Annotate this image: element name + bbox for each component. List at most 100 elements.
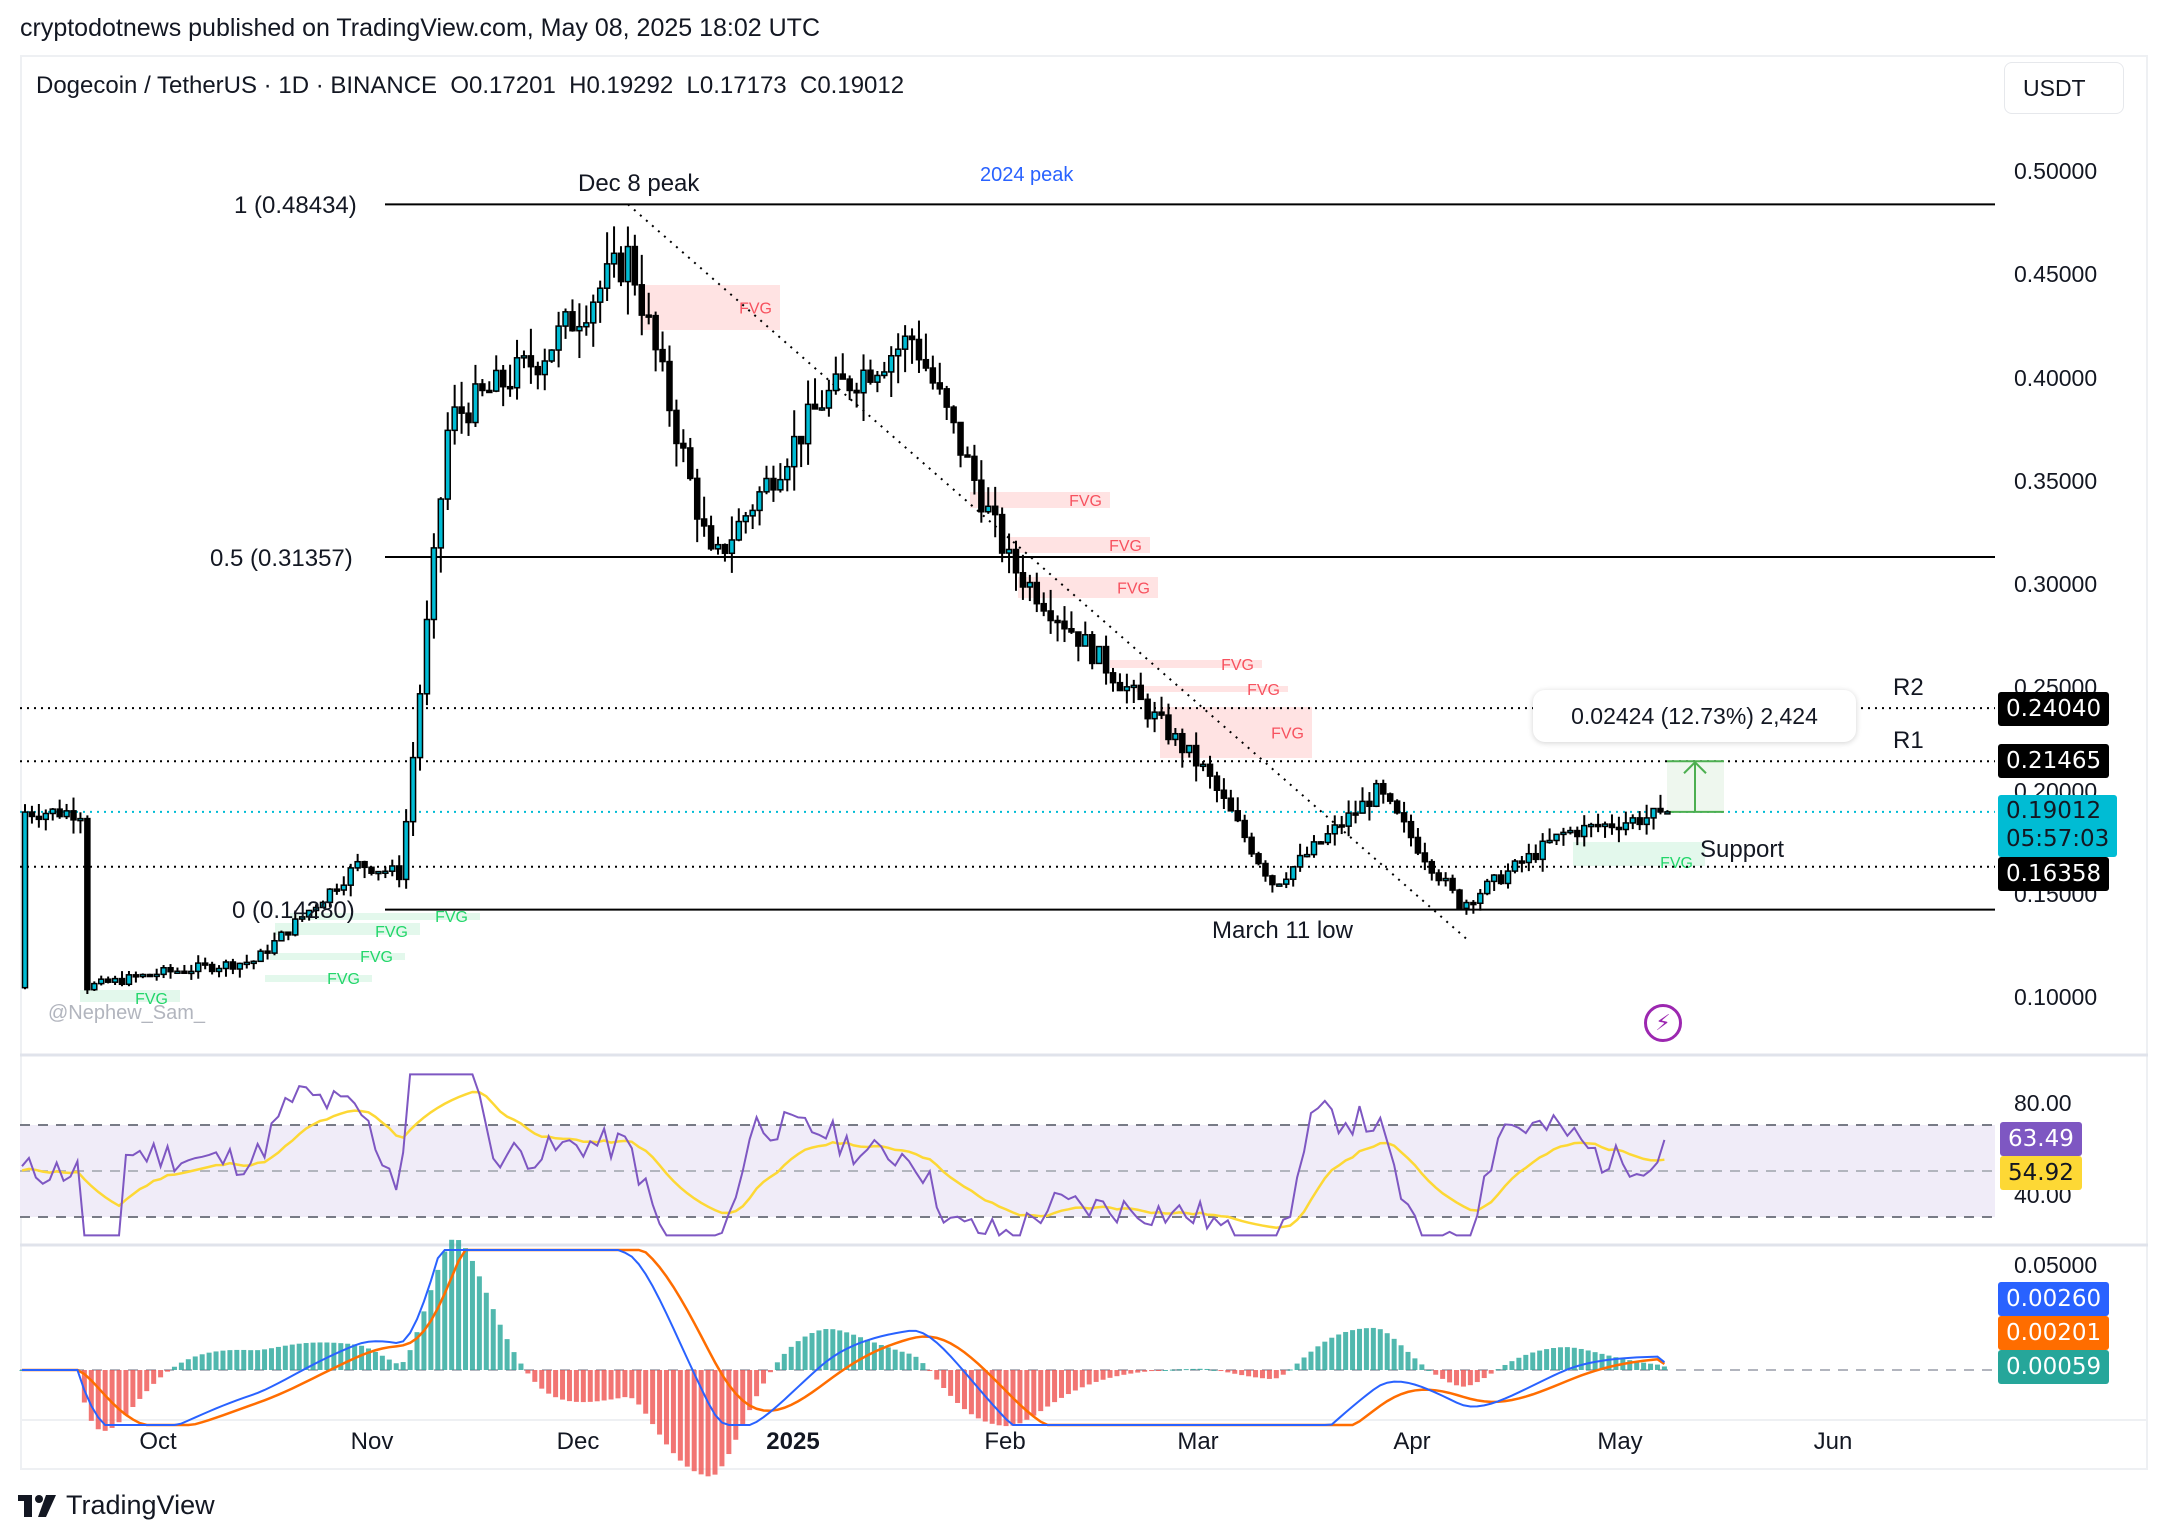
rsi-line xyxy=(21,1073,1666,1237)
candle-up xyxy=(1553,833,1560,842)
candle-down xyxy=(929,367,937,384)
macd-histogram-bar xyxy=(324,1342,330,1370)
macd-histogram-bar xyxy=(372,1351,378,1370)
candle-down xyxy=(853,389,860,394)
macd-histogram-bar xyxy=(379,1355,385,1370)
macd-histogram-bar xyxy=(282,1345,288,1370)
macd-histogram-bar xyxy=(1287,1369,1293,1371)
lightning-icon[interactable]: ⚡ xyxy=(1644,1004,1682,1042)
macd-histogram-bar xyxy=(1045,1370,1051,1407)
macd-histogram-bar xyxy=(504,1339,510,1370)
macd-histogram-bar xyxy=(643,1370,649,1414)
macd-histogram-bar xyxy=(740,1370,746,1425)
time-axis-label: Feb xyxy=(984,1428,1026,1455)
candle-up xyxy=(1199,763,1207,768)
macd-histogram-bar xyxy=(1253,1370,1259,1378)
macd-histogram-bar xyxy=(476,1276,482,1370)
current-price: 0.19012 xyxy=(2006,798,2102,824)
candle-up xyxy=(603,263,611,289)
support-price-tag: 0.16358 xyxy=(1998,857,2110,891)
candle-up xyxy=(735,520,743,541)
candle-up xyxy=(888,355,895,373)
candle-down xyxy=(1338,824,1345,828)
macd-histogram-bar xyxy=(268,1348,274,1370)
macd-histogram-bar xyxy=(1065,1370,1071,1395)
candle-up xyxy=(153,973,160,978)
current-price-tag: 0.19012 05:57:03 xyxy=(1998,795,2118,857)
fvg-label: FVG xyxy=(1069,493,1102,510)
macd-histogram-bar xyxy=(227,1350,233,1370)
macd-histogram-bar xyxy=(1218,1370,1224,1372)
macd-histogram-bar xyxy=(317,1342,323,1370)
candle-up xyxy=(1130,684,1138,689)
candle-down xyxy=(264,950,271,954)
candle-up xyxy=(804,403,812,445)
fvg-label: FVG xyxy=(1247,682,1280,699)
tradingview-logo[interactable]: TradingView xyxy=(18,1490,215,1521)
macd-histogram-bar xyxy=(1460,1370,1466,1387)
macd-histogram-bar xyxy=(636,1370,642,1405)
fvg-bearish-zone xyxy=(1110,660,1262,668)
candle-up xyxy=(437,498,445,549)
currency-button[interactable]: USDT xyxy=(2004,62,2124,114)
candle-up xyxy=(728,539,736,555)
candle-up xyxy=(832,373,840,392)
support-label: Support xyxy=(1700,836,1785,863)
macd-histogram-bar xyxy=(705,1370,711,1477)
candle-up xyxy=(243,961,251,966)
candle-down xyxy=(229,961,237,970)
macd-histogram-bar xyxy=(1197,1368,1203,1370)
candle-up xyxy=(1289,866,1297,881)
macd-histogram-bar xyxy=(1266,1370,1272,1379)
macd-histogram-bar xyxy=(601,1370,607,1401)
candle-up xyxy=(1026,581,1034,588)
fvg-bullish-zone xyxy=(1573,842,1705,866)
macd-histogram-bar xyxy=(684,1370,690,1467)
macd-histogram-bar xyxy=(1502,1364,1508,1370)
macd-histogram-bar xyxy=(1211,1369,1217,1371)
macd-histogram-bar xyxy=(1336,1334,1342,1370)
candle-up xyxy=(1276,883,1283,887)
macd-histogram-bar xyxy=(1377,1329,1383,1370)
macd-histogram-bar xyxy=(275,1346,281,1370)
candle-up xyxy=(513,357,521,389)
macd-histogram-bar xyxy=(1093,1370,1099,1382)
macd-histogram-bar xyxy=(1017,1370,1023,1424)
candle-up xyxy=(1345,812,1352,827)
candle-down xyxy=(1088,634,1096,665)
macd-histogram-bar xyxy=(393,1363,399,1370)
candle-down xyxy=(1407,820,1415,839)
time-axis-label: May xyxy=(1597,1428,1643,1455)
macd-histogram-bar xyxy=(1156,1370,1162,1371)
macd-histogram-bar xyxy=(781,1353,787,1370)
candle-down xyxy=(631,245,639,286)
candle-up xyxy=(1560,831,1567,836)
candle-up xyxy=(749,509,756,517)
macd-histogram-bar xyxy=(955,1370,961,1403)
macd-histogram-bar xyxy=(566,1370,572,1402)
candle-down xyxy=(569,311,576,332)
macd-histogram-bar xyxy=(421,1311,427,1370)
candle-down xyxy=(797,435,805,445)
macd-histogram-bar xyxy=(1038,1370,1044,1412)
macd-histogram-bar xyxy=(255,1350,261,1370)
signal-value-tag: 0.00201 xyxy=(1998,1316,2110,1350)
candle-up xyxy=(49,808,56,815)
macd-histogram-bar xyxy=(511,1352,517,1370)
candle-up xyxy=(590,301,597,324)
macd-histogram-bar xyxy=(1363,1328,1369,1370)
fib-0-label: 0 (0.14280) xyxy=(232,897,355,924)
candle-down xyxy=(617,252,625,283)
macd-histogram-bar xyxy=(1481,1370,1487,1379)
candle-down xyxy=(1317,841,1325,845)
candle-up xyxy=(91,982,98,991)
macd-histogram-bar xyxy=(691,1370,697,1472)
fvg-label: FVG xyxy=(327,971,360,988)
macd-histogram-bar xyxy=(469,1260,475,1370)
candle-down xyxy=(971,455,978,481)
candle-down xyxy=(936,382,944,390)
candle-up xyxy=(1310,841,1318,856)
price-axis-label: 0.30000 xyxy=(2014,571,2098,597)
macd-histogram-bar xyxy=(1454,1370,1460,1386)
